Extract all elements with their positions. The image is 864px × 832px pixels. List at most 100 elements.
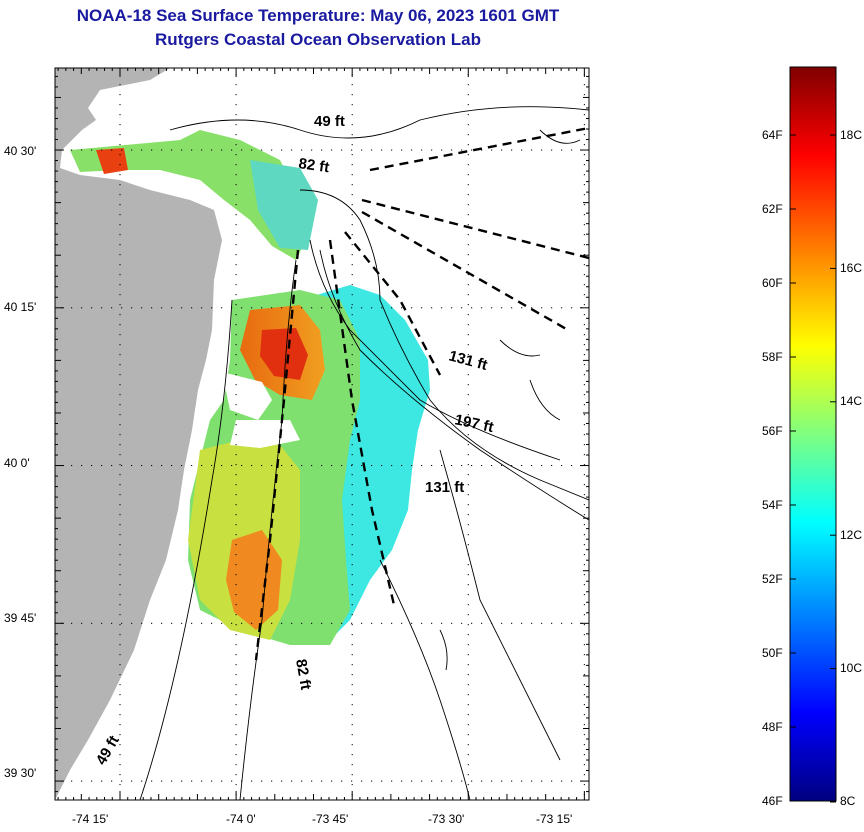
grid-dot — [235, 754, 237, 756]
grid-dot — [391, 622, 393, 624]
grid-dot — [161, 622, 163, 624]
grid-dot — [171, 307, 173, 309]
grid-dot — [467, 734, 469, 736]
grid-dot — [351, 734, 353, 736]
grid-dot — [351, 744, 353, 746]
grid-dot — [471, 149, 473, 151]
grid-dot — [583, 784, 585, 786]
grid-dot — [583, 204, 585, 206]
grid-dot — [119, 634, 121, 636]
grid-dot — [467, 754, 469, 756]
grid-dot — [361, 622, 363, 624]
grid-dot — [235, 614, 237, 616]
grid-dot — [583, 634, 585, 636]
grid-dot — [467, 174, 469, 176]
grid-dot — [531, 780, 533, 782]
grid-dot — [467, 574, 469, 576]
grid-dot — [583, 144, 585, 146]
grid-dot — [467, 604, 469, 606]
grid-dot — [331, 149, 333, 151]
grid-dot — [251, 622, 253, 624]
grid-dot — [381, 465, 383, 467]
grid-dot — [467, 454, 469, 456]
grid-dot — [119, 174, 121, 176]
grid-dot — [331, 780, 333, 782]
grid-dot — [235, 634, 237, 636]
grid-dot — [391, 149, 393, 151]
grid-dot — [119, 154, 121, 156]
grid-dot — [451, 307, 453, 309]
grid-dot — [571, 149, 573, 151]
grid-dot — [161, 465, 163, 467]
grid-dot — [583, 604, 585, 606]
grid-dot — [583, 344, 585, 346]
grid-dot — [91, 622, 93, 624]
lon-label: -74 15' — [72, 812, 108, 826]
grid-dot — [467, 774, 469, 776]
grid-dot — [235, 484, 237, 486]
grid-dot — [119, 714, 121, 716]
grid-dot — [551, 307, 553, 309]
grid-dot — [141, 622, 143, 624]
grid-dot — [441, 465, 443, 467]
grid-dot — [231, 622, 233, 624]
grid-dot — [351, 314, 353, 316]
grid-dot — [291, 780, 293, 782]
grid-dot — [191, 307, 193, 309]
grid-dot — [241, 307, 243, 309]
grid-dot — [119, 234, 121, 236]
grid-dot — [467, 524, 469, 526]
grid-dot — [121, 149, 123, 151]
grid-dot — [119, 374, 121, 376]
grid-dot — [351, 604, 353, 606]
grid-dot — [235, 664, 237, 666]
grid-dot — [583, 374, 585, 376]
grid-dot — [119, 414, 121, 416]
grid-dot — [271, 622, 273, 624]
grid-dot — [121, 780, 123, 782]
grid-dot — [235, 194, 237, 196]
grid-dot — [119, 114, 121, 116]
grid-dot — [561, 622, 563, 624]
grid-dot — [501, 780, 503, 782]
grid-dot — [119, 294, 121, 296]
depth-label: 49 ft — [314, 113, 345, 130]
grid-dot — [151, 780, 153, 782]
grid-dot — [583, 254, 585, 256]
grid-dot — [119, 244, 121, 246]
grid-dot — [119, 494, 121, 496]
grid-dot — [281, 307, 283, 309]
grid-dot — [583, 534, 585, 536]
grid-dot — [467, 744, 469, 746]
grid-dot — [235, 284, 237, 286]
grid-dot — [351, 454, 353, 456]
grid-dot — [81, 780, 83, 782]
grid-dot — [131, 622, 133, 624]
grid-dot — [271, 780, 273, 782]
grid-dot — [583, 174, 585, 176]
grid-dot — [351, 704, 353, 706]
grid-dot — [235, 654, 237, 656]
grid-dot — [351, 154, 353, 156]
grid-dot — [583, 224, 585, 226]
grid-dot — [351, 754, 353, 756]
grid-dot — [119, 554, 121, 556]
grid-dot — [583, 134, 585, 136]
grid-dot — [211, 307, 213, 309]
grid-dot — [119, 774, 121, 776]
grid-dot — [441, 307, 443, 309]
grid-dot — [583, 624, 585, 626]
grid-dot — [119, 474, 121, 476]
grid-dot — [351, 84, 353, 86]
grid-dot — [235, 544, 237, 546]
grid-dot — [235, 244, 237, 246]
lat-label: 39 30' — [4, 766, 36, 780]
grid-dot — [241, 149, 243, 151]
grid-dot — [241, 622, 243, 624]
grid-dot — [235, 314, 237, 316]
grid-dot — [351, 624, 353, 626]
grid-dot — [119, 524, 121, 526]
grid-dot — [119, 384, 121, 386]
grid-dot — [119, 454, 121, 456]
grid-dot — [551, 622, 553, 624]
